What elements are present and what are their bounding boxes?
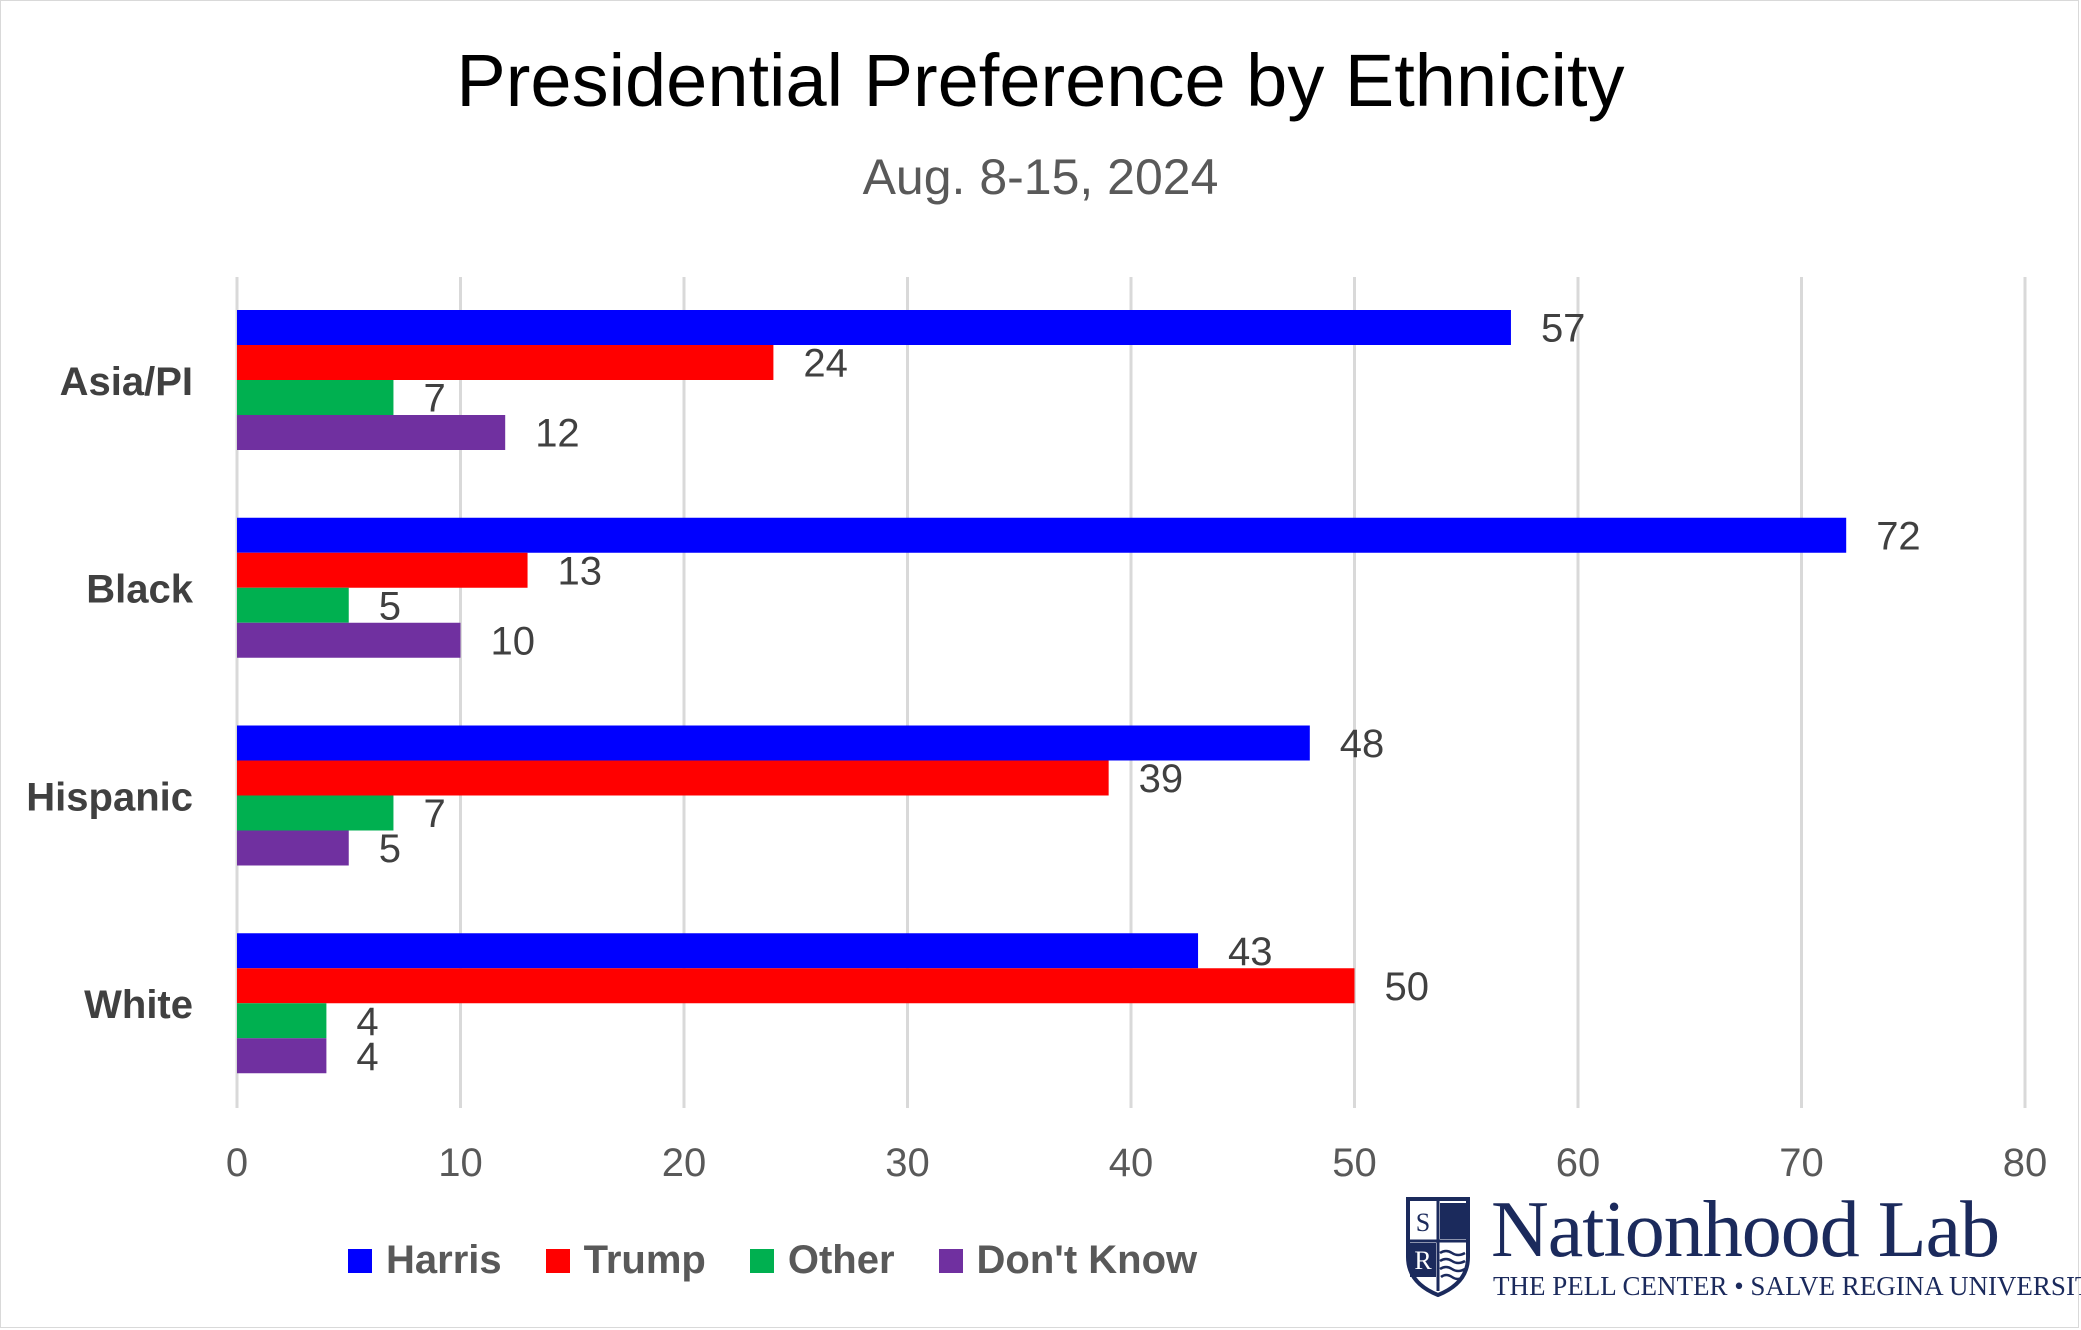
data-label: 12 (535, 412, 580, 456)
legend: Harris Trump Other Don't Know (348, 1238, 1197, 1283)
x-tick-label: 10 (438, 1141, 483, 1185)
bar (237, 552, 528, 588)
bar (237, 760, 1109, 796)
bar (237, 380, 394, 415)
data-label: 72 (1876, 514, 1921, 558)
chart-subtitle: Aug. 8-15, 2024 (862, 149, 1219, 205)
data-label: 4 (356, 1035, 378, 1079)
bar (237, 830, 349, 866)
legend-item-harris: Harris (348, 1238, 502, 1283)
data-label: 48 (1340, 722, 1385, 766)
x-tick-label: 20 (662, 1141, 707, 1185)
shield-letter-r: R (1453, 1270, 1454, 1272)
bar (237, 622, 461, 658)
data-label: 5 (379, 827, 401, 871)
data-label: 39 (1139, 757, 1184, 801)
legend-label-trump: Trump (583, 1238, 706, 1282)
bar (237, 345, 774, 380)
x-tick-label: 60 (1556, 1141, 1601, 1185)
data-label: 57 (1541, 307, 1586, 351)
x-tick-label: 80 (2003, 1141, 2048, 1185)
data-label: 7 (423, 377, 445, 421)
x-tick-label: 30 (885, 1141, 930, 1185)
chart-title: Presidential Preference by Ethnicity (456, 39, 1625, 122)
legend-label-other: Other (787, 1238, 895, 1282)
svg-text:R: R (1414, 1246, 1432, 1275)
x-tick-label: 0 (226, 1141, 248, 1185)
logo-name: Nationhood Lab (1491, 1186, 2000, 1274)
category-label: White (84, 983, 193, 1027)
legend-item-other: Other (749, 1238, 895, 1283)
data-label: 24 (803, 342, 848, 386)
x-tick-label: 70 (1779, 1141, 1824, 1185)
data-label: 4 (356, 1000, 378, 1044)
data-label: 50 (1385, 965, 1430, 1009)
legend-item-dont-know: Don't Know (938, 1238, 1198, 1283)
bar (237, 1003, 327, 1039)
shield-letter-s: S (1416, 1208, 1430, 1237)
bar (237, 587, 349, 623)
bar (237, 310, 1511, 345)
category-label: Hispanic (26, 775, 193, 819)
bar (237, 1038, 327, 1074)
legend-item-trump: Trump (545, 1238, 706, 1283)
legend-swatch-harris (348, 1248, 372, 1273)
bar (237, 933, 1199, 969)
data-label: 7 (423, 792, 445, 836)
bar (237, 795, 394, 831)
data-label: 13 (558, 549, 603, 593)
legend-label-dont-know: Don't Know (976, 1238, 1198, 1282)
x-tick-label: 50 (1332, 1141, 1377, 1185)
data-label: 5 (379, 584, 401, 628)
bar (237, 415, 506, 450)
data-label: 10 (491, 619, 536, 663)
category-label: Black (86, 568, 193, 612)
bar (237, 517, 1847, 553)
legend-swatch-other (749, 1248, 774, 1273)
category-label: Asia/PI (60, 360, 193, 404)
bar (237, 725, 1310, 761)
nationhood-lab-logo: S R R Nationhood Lab THE PELL CENTER • S… (1405, 1185, 2081, 1305)
shield-icon: S R R (1406, 1197, 1470, 1297)
bar (237, 968, 1355, 1004)
legend-label-harris: Harris (386, 1238, 502, 1282)
x-tick-label: 40 (1109, 1141, 1154, 1185)
logo-subtitle: THE PELL CENTER • SALVE REGINA UNIVERSIT… (1493, 1271, 2081, 1301)
data-label: 43 (1228, 930, 1273, 974)
legend-swatch-trump (545, 1248, 570, 1273)
legend-swatch-dont-know (938, 1248, 963, 1273)
